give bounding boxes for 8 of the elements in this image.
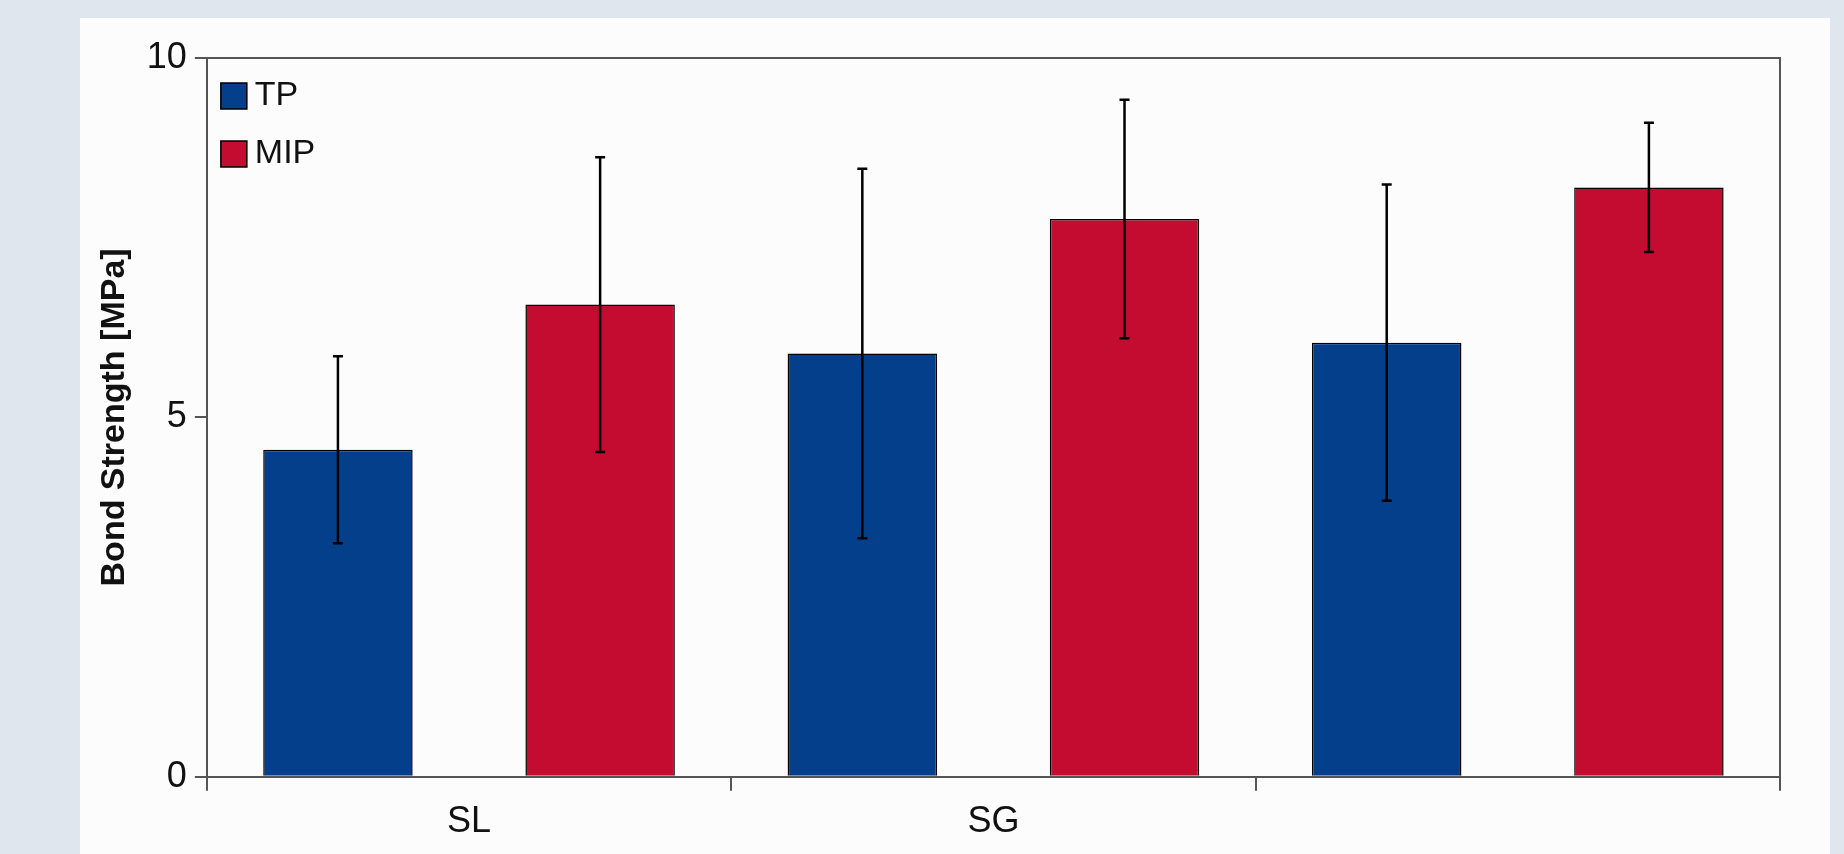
legend-label: MIP xyxy=(254,132,316,171)
legend-label: TP xyxy=(254,74,299,113)
y-tick-label: 5 xyxy=(166,394,187,436)
y-tick-label: 10 xyxy=(146,34,187,76)
y-axis-title: Bond Strength [MPa] xyxy=(92,248,131,587)
x-tick-label: SG xyxy=(967,799,1020,841)
y-tick-label: 0 xyxy=(166,753,187,795)
x-tick-label: SL xyxy=(447,799,492,841)
